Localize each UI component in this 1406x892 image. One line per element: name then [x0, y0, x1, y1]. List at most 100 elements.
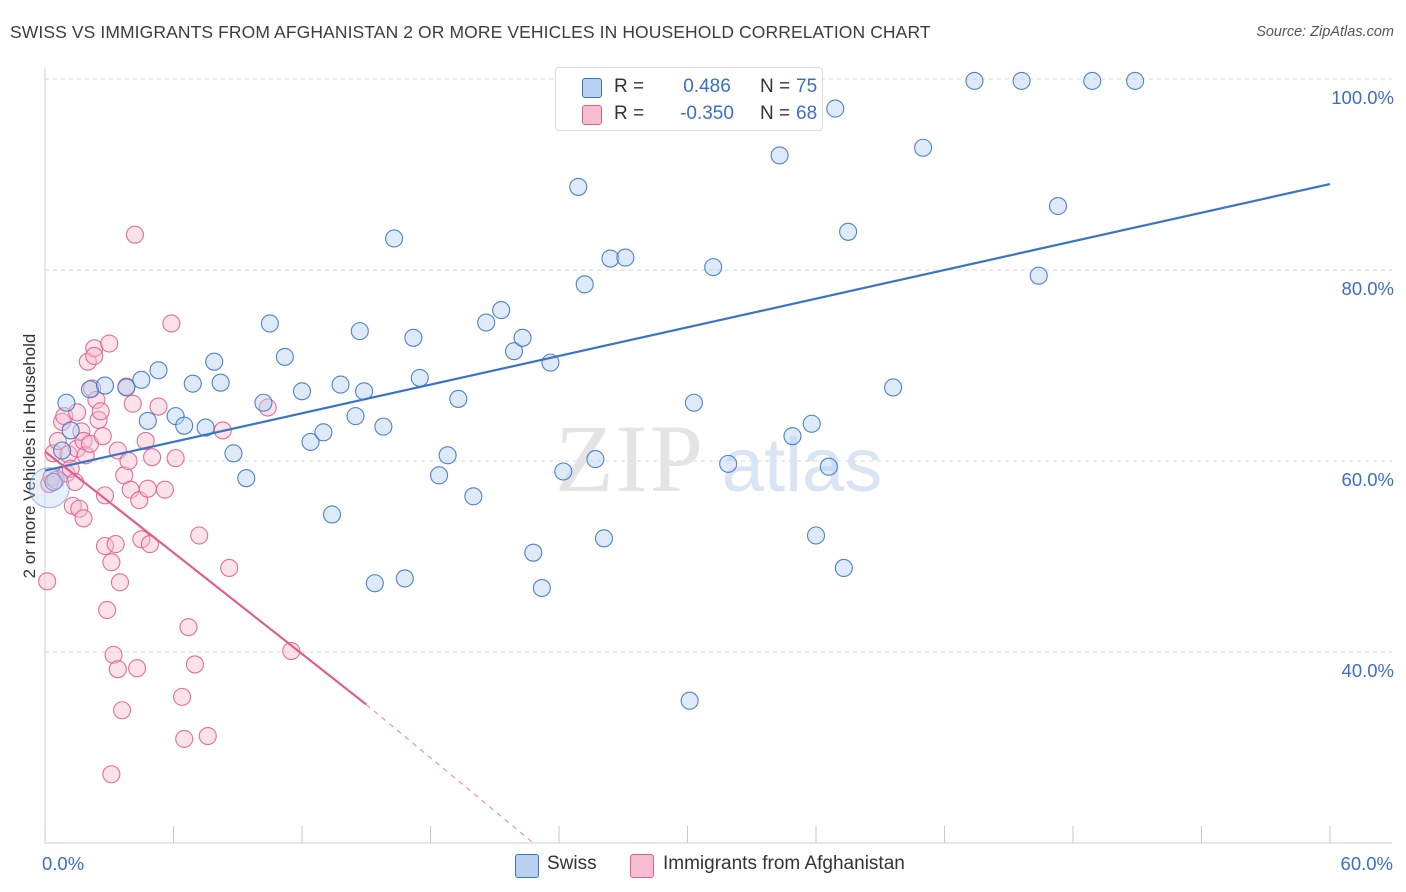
swiss-point [95, 376, 115, 395]
x-tick-label-min: 0.0% [42, 853, 84, 874]
swiss-point [292, 382, 312, 401]
swiss-point [44, 472, 63, 492]
afghan-point [38, 572, 57, 591]
afghan-point [132, 530, 151, 549]
afghan-point [123, 394, 142, 413]
swiss-point [350, 322, 369, 341]
y-tick-labels: 100.0% 80.0% 60.0% 40.0% [1331, 87, 1394, 681]
afghan-point [136, 431, 155, 450]
afghan-point [106, 535, 125, 554]
swiss-point [464, 487, 483, 506]
swiss-point [374, 417, 393, 436]
watermark: ZIP atlas [555, 405, 882, 512]
swiss-point [346, 407, 365, 426]
y-tick-label: 100.0% [1331, 87, 1394, 108]
swiss-point [385, 229, 404, 248]
swiss-point [301, 432, 320, 451]
swiss-point [802, 414, 821, 433]
afghan-point [113, 701, 132, 720]
swiss-point [719, 454, 738, 473]
legend-n-label: N = [760, 76, 791, 97]
afghan-point [190, 526, 209, 545]
swiss-point [1083, 71, 1102, 90]
swiss-point [965, 71, 984, 90]
swiss-point [132, 370, 151, 389]
swiss-point [819, 457, 838, 476]
afghan-point [138, 479, 157, 498]
swiss-point [1126, 71, 1145, 90]
afghan-trend-line [44, 450, 367, 706]
afghan-point [95, 486, 115, 505]
afghan-point [48, 431, 67, 450]
afghan-point [140, 535, 159, 554]
afghan-point [74, 509, 93, 528]
afghan-point [70, 499, 89, 518]
swiss-point [138, 411, 157, 430]
swiss-point [275, 347, 294, 366]
swiss-point [594, 529, 614, 548]
legend-r-label: R = [614, 103, 645, 124]
swiss-point [492, 301, 511, 320]
legend-n-value-swiss: 75 [796, 76, 818, 97]
swiss-point [586, 450, 605, 469]
swiss-point [404, 328, 423, 347]
swiss-point [554, 462, 573, 481]
swiss-trend-line [44, 182, 1331, 472]
axes [44, 68, 1392, 844]
swiss-point [783, 427, 802, 446]
bottom-legend-label-afghan: Immigrants from Afghanistan [663, 853, 905, 874]
afghan-points [38, 225, 301, 784]
swiss-point [61, 421, 80, 440]
swiss-point [205, 352, 224, 371]
afghan-point [220, 558, 239, 578]
swiss-point [175, 416, 194, 435]
swiss-point [575, 275, 594, 294]
swiss-point [53, 441, 72, 460]
swiss-point [834, 558, 853, 578]
swiss-point [770, 146, 789, 165]
swiss-point [704, 258, 723, 277]
swiss-point [430, 466, 449, 485]
watermark-zip: ZIP [555, 405, 705, 512]
swiss-point [504, 342, 524, 361]
legend-n-value-afghan: 68 [796, 103, 818, 124]
afghan-point [104, 645, 123, 664]
grid-lines [45, 78, 1392, 653]
legend-r-value-swiss: 0.486 [683, 76, 731, 97]
swiss-point [1048, 196, 1068, 216]
swiss-point [196, 418, 215, 437]
afghan-point [143, 448, 162, 467]
x-tick-label-max: 60.0% [1341, 853, 1393, 874]
swiss-point [314, 423, 333, 442]
swiss-point [395, 569, 414, 588]
swiss-point [80, 380, 100, 399]
bottom-legend-swatch-swiss [515, 854, 539, 878]
swiss-point [183, 374, 202, 393]
source-label: Source: ZipAtlas.com [1256, 24, 1394, 40]
afghan-point [125, 225, 144, 244]
x-tick-labels: 0.0% 60.0% [42, 853, 1393, 874]
swiss-point [914, 138, 933, 157]
legend-n-label: N = [760, 103, 791, 124]
trend-lines [44, 182, 1331, 844]
afghan-point [91, 402, 110, 421]
afghan-point [102, 553, 121, 572]
swiss-point [224, 444, 243, 463]
watermark-atlas: atlas [722, 423, 883, 508]
swiss-point [680, 691, 699, 710]
afghan-point [119, 451, 138, 471]
swiss-point [684, 393, 703, 412]
swiss-point [524, 543, 543, 562]
afghan-point [87, 390, 106, 409]
swiss-point-cluster [28, 467, 70, 509]
swiss-point [532, 578, 551, 598]
legend-r-label: R = [614, 76, 645, 97]
swiss-point [1012, 71, 1031, 90]
afghan-point [128, 659, 147, 678]
swiss-point [601, 249, 620, 268]
y-tick-label: 80.0% [1342, 278, 1394, 299]
afghan-point [110, 573, 130, 592]
afghan-point [98, 600, 117, 620]
afghan-point [149, 397, 168, 416]
